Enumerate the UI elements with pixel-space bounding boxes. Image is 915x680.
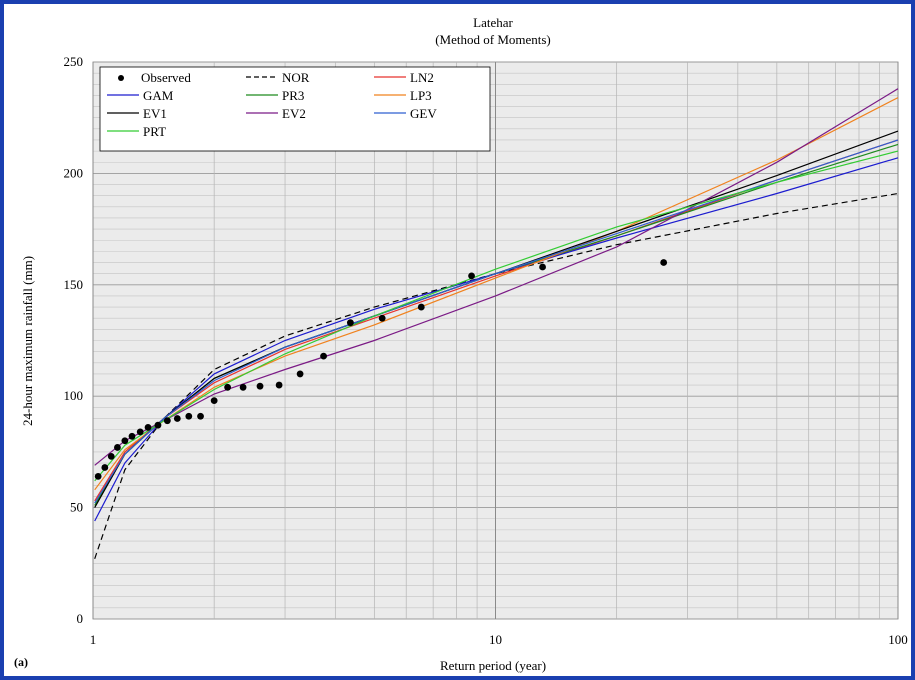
observed-point <box>210 397 218 405</box>
chart-canvas: Latehar (Method of Moments) 0 50 100 150 200… <box>14 15 908 673</box>
legend-label-nor: NOR <box>282 70 310 85</box>
observed-point <box>154 421 162 429</box>
x-tick-label: 100 <box>888 632 908 647</box>
observed-point <box>197 412 204 420</box>
series-lines <box>94 88 899 559</box>
panel-label: (a) <box>14 655 28 669</box>
observed-point <box>128 432 136 440</box>
observed-point <box>660 259 668 266</box>
series-line-nor <box>94 192 899 559</box>
x-tick-label: 1 <box>90 632 97 647</box>
y-tick-label: 150 <box>64 277 84 292</box>
observed-point <box>101 464 109 471</box>
legend-label-pr3: PR3 <box>282 88 304 103</box>
legend-box <box>99 66 491 152</box>
observed-point <box>296 370 304 378</box>
legend-label-prt: PRT <box>143 124 166 139</box>
legend-label-gev: GEV <box>410 106 437 121</box>
observed-point <box>468 272 475 280</box>
y-axis-label: 24-hour maximum rainfall (mm) <box>20 256 35 426</box>
chart-subtitle: (Method of Moments) <box>435 32 551 47</box>
gridlines <box>92 61 899 620</box>
observed-point <box>163 417 171 425</box>
observed-point <box>144 423 152 431</box>
observed-point <box>320 352 327 360</box>
y-tick-label: 250 <box>64 54 84 69</box>
observed-point <box>173 415 181 422</box>
observed-point <box>256 382 264 390</box>
legend-label-ln2: LN2 <box>410 70 434 85</box>
axis-ticks: 0 50 100 150 200 250 1 10 100 <box>64 54 908 647</box>
observed-point <box>114 444 121 451</box>
legend-label-ev1: EV1 <box>143 106 167 121</box>
y-tick-label: 0 <box>77 611 84 626</box>
legend-label-gam: GAM <box>143 88 174 103</box>
y-tick-label: 100 <box>64 388 84 403</box>
observed-point <box>94 473 102 480</box>
legend-label-lp3: LP3 <box>410 88 432 103</box>
series-line-prt <box>94 150 899 482</box>
observed-point <box>136 428 144 436</box>
observed-point <box>121 437 129 445</box>
y-tick-label: 50 <box>70 500 83 515</box>
legend: Observed NOR LN2 GAM PR3 LP3 EV1 EV2 GEV PRT <box>99 66 491 152</box>
chart-frame: Latehar (Method of Moments) 0 50 100 150 200… <box>4 4 911 676</box>
observed-point <box>224 383 232 391</box>
x-tick-label: 10 <box>489 632 502 647</box>
series-line-gam <box>94 157 899 522</box>
series-line-gev <box>94 139 899 504</box>
observed-point <box>239 383 247 391</box>
y-tick-label: 200 <box>64 165 84 180</box>
observed-points <box>94 259 668 480</box>
observed-point <box>378 314 386 322</box>
observed-point <box>417 303 425 311</box>
legend-label-ev2: EV2 <box>282 106 306 121</box>
observed-point <box>107 452 115 460</box>
series-line-lp3 <box>94 97 899 491</box>
legend-label-observed: Observed <box>141 70 191 85</box>
chart-title: Latehar <box>473 15 513 30</box>
observed-point <box>185 412 193 420</box>
x-axis-label: Return period (year) <box>440 658 546 673</box>
observed-point <box>275 381 283 389</box>
observed-point <box>346 319 354 327</box>
observed-point <box>539 263 546 271</box>
legend-marker-observed <box>118 75 124 81</box>
